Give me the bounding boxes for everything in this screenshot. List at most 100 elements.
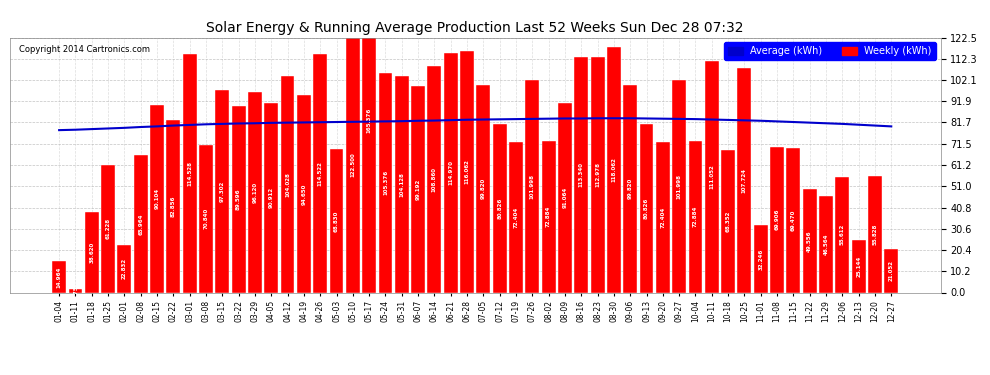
Bar xyxy=(134,155,148,292)
Bar xyxy=(232,106,246,292)
Bar xyxy=(118,245,132,292)
Text: 113.340: 113.340 xyxy=(579,162,584,187)
Bar xyxy=(868,176,882,292)
Bar xyxy=(624,85,638,292)
Text: 1.752: 1.752 xyxy=(73,282,78,299)
Text: 99.820: 99.820 xyxy=(628,178,633,199)
Bar xyxy=(428,66,442,292)
Bar xyxy=(656,142,670,292)
Text: 122.500: 122.500 xyxy=(350,153,355,177)
Text: 105.376: 105.376 xyxy=(383,170,388,195)
Text: 32.246: 32.246 xyxy=(758,248,763,270)
Text: 90.104: 90.104 xyxy=(154,188,159,209)
Bar xyxy=(493,124,507,292)
Text: 91.064: 91.064 xyxy=(562,187,567,209)
Text: 14.964: 14.964 xyxy=(56,266,61,288)
Text: 38.620: 38.620 xyxy=(89,242,94,263)
Text: 116.062: 116.062 xyxy=(464,159,469,184)
Text: 114.528: 114.528 xyxy=(187,161,192,186)
Legend: Average (kWh), Weekly (kWh): Average (kWh), Weekly (kWh) xyxy=(725,42,936,60)
Bar xyxy=(803,189,817,292)
Text: 108.860: 108.860 xyxy=(432,167,437,192)
Text: 94.650: 94.650 xyxy=(301,183,306,205)
Bar xyxy=(411,86,425,292)
Text: 101.998: 101.998 xyxy=(676,174,682,199)
Bar xyxy=(688,141,702,292)
Bar xyxy=(216,90,230,292)
Bar xyxy=(526,80,540,292)
Text: 112.978: 112.978 xyxy=(595,162,600,188)
Text: 104.028: 104.028 xyxy=(285,172,290,196)
Text: 49.556: 49.556 xyxy=(807,230,812,252)
Bar xyxy=(297,96,311,292)
Text: 99.192: 99.192 xyxy=(416,178,421,200)
Bar xyxy=(836,177,849,292)
Text: 104.128: 104.128 xyxy=(399,172,404,196)
Bar xyxy=(884,249,898,292)
Bar xyxy=(542,141,555,292)
Bar xyxy=(851,240,865,292)
Bar xyxy=(721,150,735,292)
Bar xyxy=(378,73,392,292)
Bar xyxy=(574,57,588,292)
Bar xyxy=(705,62,719,292)
Bar xyxy=(68,289,82,292)
Bar xyxy=(753,225,767,292)
Text: 82.856: 82.856 xyxy=(171,196,176,217)
Text: 55.612: 55.612 xyxy=(840,224,844,245)
Text: 101.998: 101.998 xyxy=(530,174,535,199)
Text: 70.840: 70.840 xyxy=(204,208,209,230)
Text: 61.228: 61.228 xyxy=(106,218,111,239)
Text: 114.970: 114.970 xyxy=(448,160,453,185)
Text: 72.884: 72.884 xyxy=(546,206,551,227)
Text: 69.906: 69.906 xyxy=(774,209,779,230)
Text: 111.052: 111.052 xyxy=(709,165,715,189)
Bar xyxy=(248,92,262,292)
Text: 97.302: 97.302 xyxy=(220,181,225,202)
Bar xyxy=(819,196,833,292)
Title: Solar Energy & Running Average Production Last 52 Weeks Sun Dec 28 07:32: Solar Energy & Running Average Productio… xyxy=(207,21,743,35)
Bar xyxy=(362,0,376,292)
Text: 80.826: 80.826 xyxy=(644,198,649,219)
Bar xyxy=(591,57,605,292)
Text: 46.564: 46.564 xyxy=(824,233,829,255)
Bar xyxy=(166,120,180,292)
Bar xyxy=(770,147,784,292)
Bar xyxy=(607,47,621,292)
Bar xyxy=(199,145,213,292)
Bar xyxy=(640,124,653,292)
Text: 114.522: 114.522 xyxy=(318,161,323,186)
Text: 69.470: 69.470 xyxy=(791,210,796,231)
Bar xyxy=(330,149,344,292)
Bar xyxy=(509,142,523,292)
Text: 80.826: 80.826 xyxy=(497,198,502,219)
Bar xyxy=(52,261,66,292)
Text: 55.828: 55.828 xyxy=(872,224,877,245)
Text: 89.596: 89.596 xyxy=(236,189,242,210)
Bar xyxy=(85,212,99,292)
Bar xyxy=(264,103,278,292)
Bar xyxy=(280,76,294,292)
Text: 65.964: 65.964 xyxy=(139,213,144,235)
Bar xyxy=(444,53,457,292)
Bar xyxy=(738,68,751,292)
Text: 21.052: 21.052 xyxy=(889,260,894,281)
Bar xyxy=(786,148,800,292)
Bar xyxy=(183,54,197,292)
Bar xyxy=(558,103,572,292)
Text: 68.352: 68.352 xyxy=(726,211,731,232)
Text: 99.820: 99.820 xyxy=(481,178,486,199)
Text: 107.724: 107.724 xyxy=(742,168,746,193)
Bar xyxy=(150,105,164,292)
Text: 22.832: 22.832 xyxy=(122,258,127,279)
Text: 96.120: 96.120 xyxy=(252,182,257,203)
Text: 72.404: 72.404 xyxy=(514,207,519,228)
Bar xyxy=(313,54,327,292)
Text: 90.912: 90.912 xyxy=(268,188,274,209)
Text: 165.376: 165.376 xyxy=(366,108,371,133)
Text: 68.830: 68.830 xyxy=(334,210,339,231)
Bar xyxy=(395,76,409,292)
Bar xyxy=(476,85,490,292)
Text: 72.884: 72.884 xyxy=(693,206,698,227)
Bar xyxy=(101,165,115,292)
